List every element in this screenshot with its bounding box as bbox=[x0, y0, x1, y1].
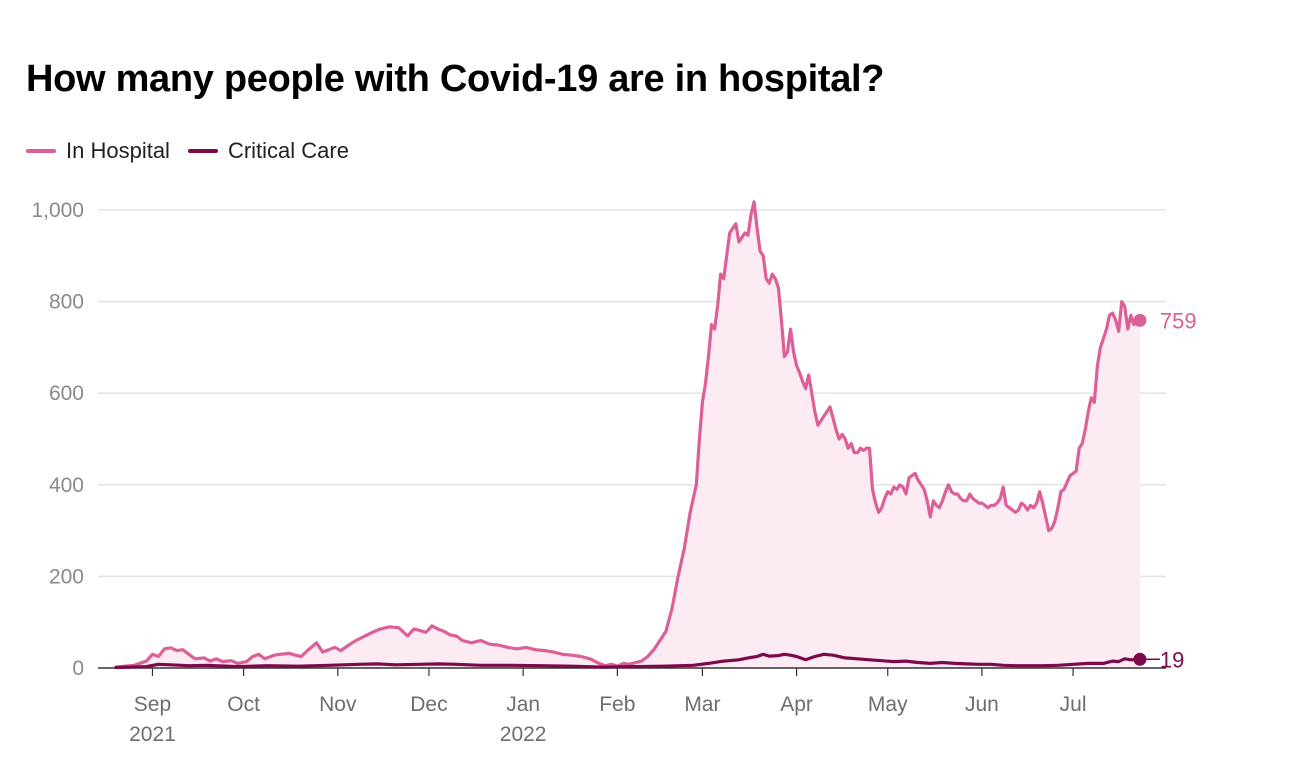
series-layer bbox=[98, 200, 1166, 670]
x-axis: Sep 2021 Oct Nov Dec Jan 2022 Feb Mar Apr May Jun Ju… bbox=[129, 668, 1087, 746]
y-axis: 0 200 400 600 800 1,000 bbox=[31, 199, 84, 680]
legend-label-critical-care: Critical Care bbox=[227, 138, 349, 163]
legend-swatch-critical-care bbox=[187, 149, 218, 153]
x-tick-label: Jan bbox=[506, 693, 540, 716]
end-label-critical-care: 19 bbox=[1160, 647, 1184, 672]
y-tick-label: 800 bbox=[49, 291, 84, 314]
chart-legend: In Hospital Critical Care bbox=[26, 138, 367, 164]
x-tick-label: Oct bbox=[227, 693, 260, 716]
legend-item-in-hospital[interactable]: In Hospital bbox=[26, 138, 170, 164]
end-label-in-hospital: 759 bbox=[1160, 308, 1197, 333]
chart-title: How many people with Covid-19 are in hos… bbox=[26, 58, 885, 100]
x-tick-label: May bbox=[868, 693, 908, 716]
y-tick-label: 0 bbox=[72, 657, 84, 680]
y-tick-label: 400 bbox=[49, 474, 84, 497]
grid-lines bbox=[98, 209, 1166, 578]
x-tick-year: 2021 bbox=[129, 723, 176, 746]
x-tick-label: Jun bbox=[965, 693, 999, 716]
series-line-in-hospital bbox=[114, 200, 1142, 669]
x-tick-year: 2022 bbox=[500, 723, 547, 746]
end-labels: 759 19 bbox=[1133, 308, 1197, 672]
x-tick-label: Mar bbox=[684, 693, 720, 716]
y-tick-label: 1,000 bbox=[31, 199, 84, 222]
series-area-in-hospital bbox=[116, 201, 1140, 669]
legend-item-critical-care[interactable]: Critical Care bbox=[187, 138, 349, 164]
legend-swatch-in-hospital bbox=[26, 149, 56, 153]
legend-label-in-hospital: In Hospital bbox=[66, 138, 170, 163]
x-tick-label: Jul bbox=[1060, 693, 1087, 716]
y-tick-label: 200 bbox=[49, 565, 84, 588]
y-tick-label: 600 bbox=[49, 382, 84, 405]
x-tick-label: Feb bbox=[599, 693, 635, 716]
x-tick-label: Nov bbox=[319, 693, 357, 716]
x-tick-label: Sep bbox=[134, 693, 171, 716]
series-line-critical-care bbox=[114, 652, 1142, 670]
x-tick-label: Apr bbox=[780, 693, 813, 716]
x-tick-label: Dec bbox=[410, 693, 447, 716]
end-marker-in-hospital bbox=[1133, 313, 1147, 327]
